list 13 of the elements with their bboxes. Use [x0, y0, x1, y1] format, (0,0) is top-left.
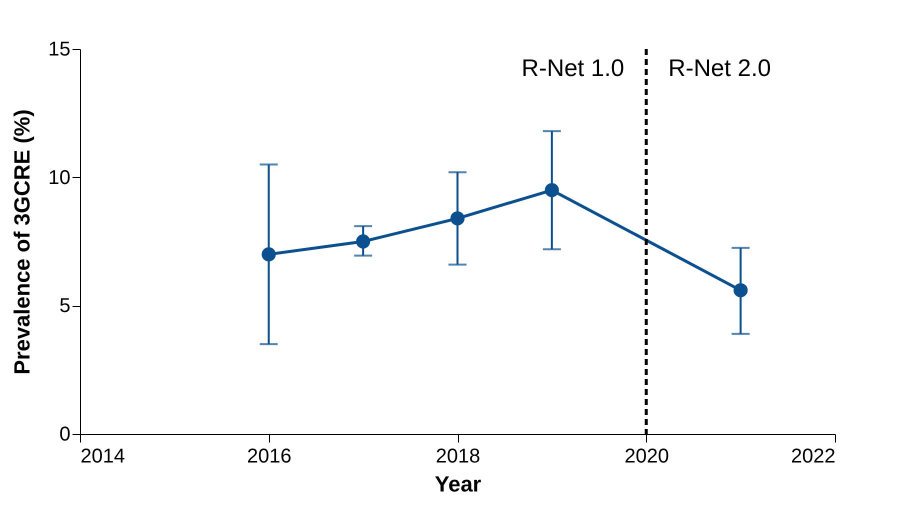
y-tick-label: 15: [48, 38, 70, 60]
x-tick-label: 2020: [624, 446, 669, 468]
x-tick-label: 2018: [436, 446, 480, 468]
annotation: R-Net 2.0: [668, 55, 771, 82]
y-tick-label: 5: [59, 295, 70, 318]
annotation: R-Net 1.0: [522, 55, 624, 82]
y-tick-label: 0: [59, 424, 70, 446]
x-tick-label: 2022: [791, 446, 836, 468]
x-tick-label: 2014: [80, 446, 125, 468]
y-tick-label: 10: [48, 166, 70, 189]
y-axis-title: Prevalence of 3GCRE (%): [9, 109, 34, 375]
x-axis-title: Year: [434, 472, 482, 496]
x-tick-label: 2016: [247, 446, 292, 468]
